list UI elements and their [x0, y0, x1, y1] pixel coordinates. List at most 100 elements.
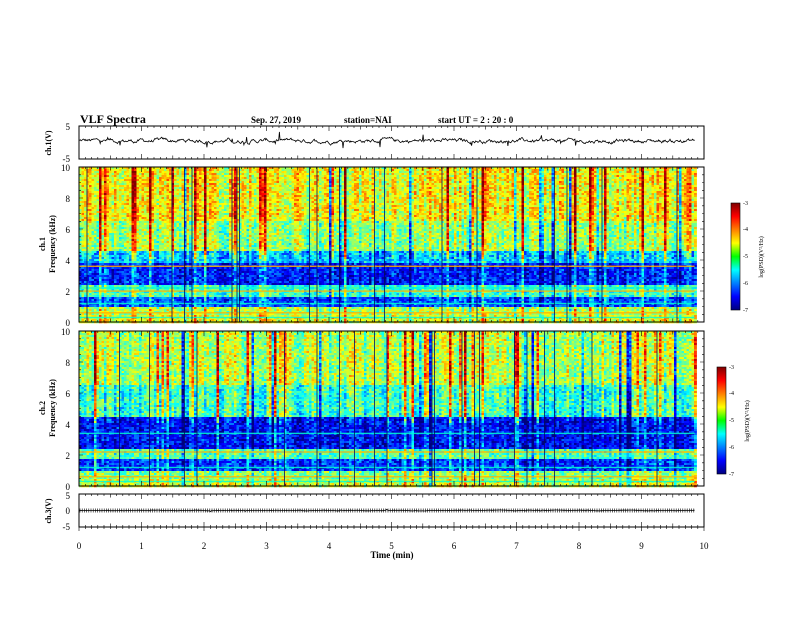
spectrogram-cell [282, 179, 285, 181]
spectrogram-cell [404, 175, 407, 177]
spectrogram-cell [99, 191, 102, 193]
spectrogram-cell [127, 191, 130, 193]
spectrogram-cell [409, 185, 412, 187]
spectrogram-cell [682, 179, 685, 181]
spectrogram-cell [437, 179, 440, 181]
spectrogram-cell [254, 185, 257, 187]
spectrogram-cell [169, 189, 172, 191]
spectrogram-cell [674, 175, 677, 177]
spectrogram-cell [537, 179, 540, 181]
spectrogram-cell [492, 183, 495, 185]
spectrogram-cell [627, 169, 630, 171]
spectrogram-cell [287, 181, 290, 183]
spectrogram-cell [439, 171, 442, 173]
spectrogram-cell [387, 171, 390, 173]
spectrogram-cell [94, 175, 97, 177]
spectrogram-cell [487, 179, 490, 181]
spectrogram-cell [157, 189, 160, 191]
spectrogram-cell [497, 171, 500, 173]
spectrogram-cell [614, 179, 617, 181]
spectrogram-cell [252, 187, 255, 189]
spectrogram-cell [557, 183, 560, 185]
spectrogram-cell [457, 183, 460, 185]
spectrogram-cell [272, 183, 275, 185]
spectrogram-cell [107, 179, 110, 181]
spectrogram-cell [179, 183, 182, 185]
spectrogram-cell [452, 189, 455, 191]
spectrogram-cell [194, 185, 197, 187]
spectrogram-cell [277, 183, 280, 185]
spectrogram-cell [199, 175, 202, 177]
spectrogram-cell [212, 171, 215, 173]
spectrogram-cell [354, 179, 357, 181]
spectrogram-cell [472, 179, 475, 181]
spectrogram-cell [297, 183, 300, 185]
spectrogram-cell [257, 175, 260, 177]
spectrogram-cell [169, 183, 172, 185]
spectrogram-cell [274, 169, 277, 171]
spectrogram-cell [182, 169, 185, 171]
spectrogram-cell [144, 189, 147, 191]
spectrogram-cell [577, 187, 580, 189]
spectrogram-cell [379, 177, 382, 179]
spectrogram-cell [379, 189, 382, 191]
spectrogram-cell [607, 189, 610, 191]
spectrogram-cell [379, 191, 382, 193]
spectrogram-cell [562, 187, 565, 189]
spectrogram-cell [262, 171, 265, 173]
spectrogram-cell [369, 189, 372, 191]
spectrogram-cell [89, 185, 92, 187]
spectrogram-cell [304, 187, 307, 189]
spectrogram-cell [272, 185, 275, 187]
spectrogram-cell [624, 189, 627, 191]
spectrogram-cell [337, 187, 340, 189]
spectrogram-cell [414, 179, 417, 181]
spectrogram-cell [107, 189, 110, 191]
spectrogram-cell [547, 171, 550, 173]
spectrogram-cell [209, 169, 212, 171]
spectrogram-cell [484, 187, 487, 189]
spectrogram-cell [582, 169, 585, 171]
spectrogram-cell [689, 175, 692, 177]
spectrogram-cell [347, 191, 350, 193]
spectrogram-cell [394, 183, 397, 185]
spectrogram-cell [132, 171, 135, 173]
spectrogram-cell [392, 171, 395, 173]
spectrogram-cell [302, 169, 305, 171]
spectrogram-cell [499, 175, 502, 177]
spectrogram-cell [182, 171, 185, 173]
spectrogram-cell [502, 187, 505, 189]
spectrogram-cell [312, 185, 315, 187]
spectrogram-cell [592, 185, 595, 187]
spectrogram-cell [267, 179, 270, 181]
spectrogram-cell [267, 169, 270, 171]
spectrogram-cell [429, 177, 432, 179]
spectrogram-cell [197, 171, 200, 173]
spectrogram-cell [249, 169, 252, 171]
spectrogram-cell [574, 171, 577, 173]
spectrogram-cell [624, 187, 627, 189]
spectrogram-cell [439, 181, 442, 183]
spectrogram-cell [387, 183, 390, 185]
spectrogram-cell [84, 169, 87, 171]
spectrogram-cell [269, 179, 272, 181]
spectrogram-cell [327, 181, 330, 183]
spectrogram-cell [529, 177, 532, 179]
spectrogram-cell [439, 173, 442, 175]
spectrogram-cell [299, 177, 302, 179]
spectrogram-cell [137, 187, 140, 189]
spectrogram-cell [312, 191, 315, 193]
spectrogram-cell [82, 179, 85, 181]
spectrogram-cell [669, 187, 672, 189]
spectrogram-cell [352, 185, 355, 187]
spectrogram-cell [357, 175, 360, 177]
spectrogram-cell [97, 191, 100, 193]
spectrogram-cell [222, 187, 225, 189]
spectrogram-cell [472, 177, 475, 179]
spectrogram-cell [149, 179, 152, 181]
spectrogram-cell [167, 181, 170, 183]
spectrogram-cell [94, 181, 97, 183]
spectrogram-cell [597, 185, 600, 187]
spectrogram-cell [327, 191, 330, 193]
spectrogram-cell [267, 173, 270, 175]
